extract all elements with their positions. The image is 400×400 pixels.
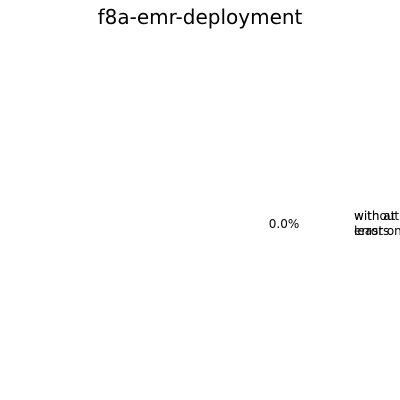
- pie-percent-label: 0.0%: [269, 217, 300, 231]
- chart-title: f8a-emr-deployment: [97, 5, 303, 29]
- slice-label-a-line2: errors: [354, 224, 389, 238]
- slice-label-b-line2: least one error: [354, 224, 400, 238]
- slice-label-b-line1: with at: [354, 209, 396, 223]
- slice-label-a-line1: without: [354, 209, 399, 223]
